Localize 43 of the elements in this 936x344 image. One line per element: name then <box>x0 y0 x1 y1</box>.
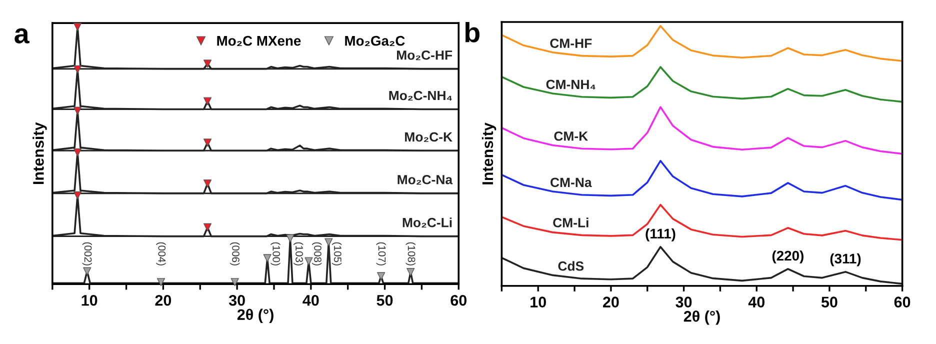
annotation: (311) <box>830 253 861 266</box>
y-axis-title: Intensity <box>482 122 496 184</box>
legend-label: Mo₂Ga₂C <box>345 36 405 46</box>
annotation: (105) <box>332 242 342 266</box>
x-tick-label: 40 <box>748 296 764 308</box>
x-tick-label: 60 <box>450 294 467 306</box>
annotation: (103) <box>294 242 304 266</box>
x-tick-label: 20 <box>155 294 172 306</box>
x-axis-title: 2θ (°) <box>237 308 274 324</box>
x-tick-label: 10 <box>82 294 98 306</box>
series-label: CM-Na <box>550 178 592 188</box>
x-tick-label: 50 <box>376 294 393 306</box>
x-tick-label: 60 <box>894 296 910 308</box>
annotation: (108) <box>406 242 416 266</box>
annotation: (008) <box>312 242 322 266</box>
x-tick-label: 30 <box>228 294 245 306</box>
annotation: (100) <box>270 242 280 266</box>
series-label: Mo₂C-Na <box>398 174 453 185</box>
series-label: CM-K <box>554 131 588 141</box>
series-label: CM-NH₄ <box>546 80 596 90</box>
annotation: (002) <box>82 242 92 266</box>
series-label: CM-HF <box>550 38 592 48</box>
annotation: (111) <box>646 228 676 242</box>
annotation: (220) <box>772 250 804 264</box>
x-tick-label: 30 <box>676 296 692 308</box>
x-tick-label: 50 <box>821 296 838 308</box>
annotation: (004) <box>156 242 166 266</box>
x-tick-label: 40 <box>302 294 319 306</box>
annotation: (107) <box>376 242 386 266</box>
series-label: Mo₂C-HF <box>397 50 452 60</box>
x-tick-label: 10 <box>530 296 546 308</box>
legend-label: Mo₂C MXene <box>217 36 301 46</box>
y-axis-title: Intensity <box>32 122 47 184</box>
series-label: CdS <box>558 261 584 271</box>
series-label: Mo₂C-Li <box>402 218 452 228</box>
x-axis-title: 2θ (°) <box>684 310 720 325</box>
text: a <box>14 28 30 44</box>
series-label: Mo₂C-K <box>405 132 452 142</box>
annotation: (006) <box>230 242 240 266</box>
x-tick-label: 20 <box>602 296 619 308</box>
series-label: CM-Li <box>553 218 588 228</box>
text: b <box>465 22 480 42</box>
series-label: Mo₂C-NH₄ <box>389 90 452 100</box>
